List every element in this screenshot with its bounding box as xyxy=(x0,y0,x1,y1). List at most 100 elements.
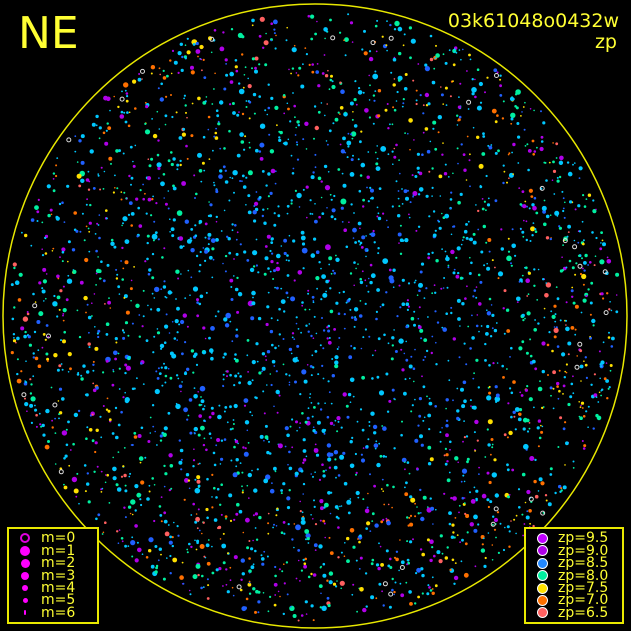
star xyxy=(75,495,78,498)
star xyxy=(300,469,304,473)
star xyxy=(229,176,231,179)
star xyxy=(423,416,426,419)
star xyxy=(54,463,57,465)
star xyxy=(215,189,218,192)
star xyxy=(320,267,322,270)
star xyxy=(297,328,300,330)
star xyxy=(469,237,473,242)
star xyxy=(275,525,278,527)
star xyxy=(422,104,425,107)
star xyxy=(346,536,350,541)
star xyxy=(267,532,270,535)
star xyxy=(274,346,277,350)
star xyxy=(566,161,570,164)
star xyxy=(181,352,184,356)
star xyxy=(210,238,216,244)
star xyxy=(280,299,286,304)
star xyxy=(377,89,382,93)
star xyxy=(62,339,66,344)
star xyxy=(347,13,350,16)
star xyxy=(123,506,126,509)
star xyxy=(164,366,168,370)
star xyxy=(176,525,179,528)
star xyxy=(115,483,119,487)
star xyxy=(526,295,529,297)
star xyxy=(60,363,63,365)
star xyxy=(122,267,125,270)
star xyxy=(535,211,539,215)
star xyxy=(259,16,265,22)
star xyxy=(189,237,192,240)
star xyxy=(270,241,274,245)
star xyxy=(261,214,264,218)
star xyxy=(414,602,417,605)
star xyxy=(359,280,364,285)
star xyxy=(322,519,326,523)
star xyxy=(307,289,310,292)
star xyxy=(611,336,615,341)
star xyxy=(305,613,308,615)
star xyxy=(283,563,285,565)
star xyxy=(327,340,332,345)
star xyxy=(301,304,304,307)
star xyxy=(476,314,479,316)
star xyxy=(352,545,356,549)
magnitude-symbol xyxy=(15,545,35,556)
star xyxy=(529,456,535,461)
star xyxy=(327,69,329,72)
star xyxy=(450,535,455,539)
star xyxy=(85,437,88,441)
star xyxy=(426,592,430,596)
star xyxy=(582,283,585,286)
star xyxy=(383,503,386,506)
star xyxy=(245,176,248,179)
star xyxy=(38,281,42,285)
star xyxy=(120,537,124,540)
star xyxy=(218,404,221,407)
star xyxy=(484,91,486,94)
star xyxy=(175,298,177,300)
star xyxy=(427,256,431,260)
star xyxy=(242,531,245,534)
star xyxy=(340,206,344,210)
star xyxy=(494,120,498,124)
star xyxy=(108,502,111,504)
star xyxy=(462,236,465,239)
star xyxy=(157,166,161,171)
star xyxy=(460,480,463,483)
star xyxy=(469,153,471,156)
star xyxy=(314,549,317,551)
star xyxy=(330,74,333,78)
star xyxy=(428,397,431,400)
zp-label: zp=7.5 xyxy=(558,580,609,597)
star xyxy=(325,140,328,142)
star xyxy=(157,139,160,142)
star xyxy=(213,29,217,32)
magnitude-legend-item: m=0 xyxy=(15,531,91,545)
star xyxy=(393,155,397,159)
star xyxy=(118,149,121,153)
star xyxy=(300,235,306,241)
star xyxy=(337,517,340,520)
star xyxy=(246,354,249,357)
star xyxy=(178,439,181,442)
star xyxy=(95,114,99,119)
star xyxy=(320,565,322,568)
star xyxy=(521,472,526,477)
star xyxy=(558,369,561,372)
star xyxy=(328,337,331,339)
star xyxy=(230,286,233,288)
star xyxy=(615,272,620,277)
star xyxy=(157,367,160,370)
star xyxy=(180,319,185,325)
star xyxy=(97,174,100,177)
star xyxy=(105,209,108,212)
star xyxy=(334,217,337,221)
star xyxy=(375,162,379,166)
star xyxy=(460,243,463,246)
star xyxy=(296,120,300,124)
star xyxy=(533,479,537,484)
star xyxy=(127,213,131,216)
star xyxy=(95,517,98,521)
star xyxy=(591,318,596,324)
